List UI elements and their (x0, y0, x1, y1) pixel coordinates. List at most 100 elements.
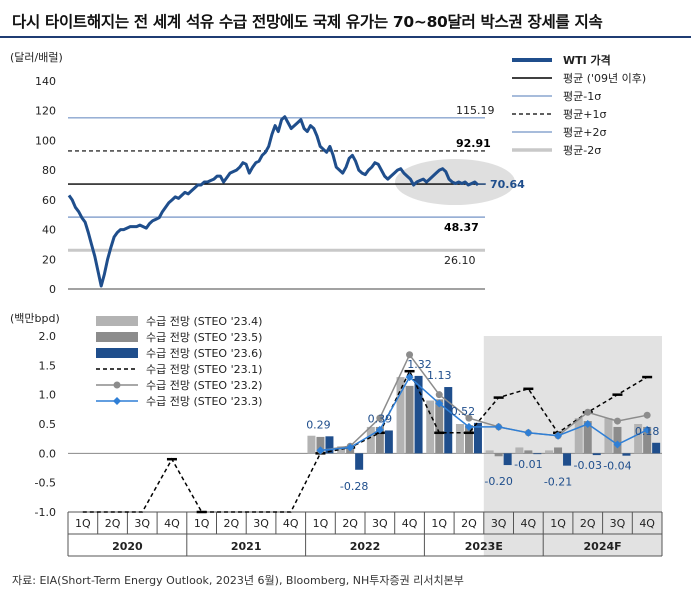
data-label: 0.39 (368, 412, 393, 425)
quarter-label: 3Q (253, 517, 269, 530)
supply-demand-bar (494, 453, 503, 457)
legend-swatch (96, 332, 138, 342)
bottom-y-axis-unit: (백만bpd) (10, 312, 60, 325)
forecast-point (583, 420, 592, 428)
supply-demand-bar (515, 447, 524, 454)
quarter-label: 4Q (283, 517, 299, 530)
oil-balance-chart: (백만bpd) -1.0 -0.5 0.0 0.5 1.0 1.5 2.0 1Q 2Q 3Q 4Q 1Q… (10, 312, 663, 557)
quarter-label: 4Q (639, 517, 655, 530)
reference-value-label: 115.19 (456, 104, 495, 117)
legend-label: 평균+1σ (563, 108, 606, 121)
supply-demand-bar (316, 436, 325, 454)
supply-demand-bar (384, 430, 393, 454)
forecast-point (346, 443, 355, 452)
forecast-point (524, 428, 533, 437)
legend-label: 수급 전망 (STEO '23.2) (146, 379, 262, 392)
supply-demand-bar (604, 418, 613, 454)
legend-label: 수급 전망 (STEO '23.5) (146, 331, 262, 344)
forecast-point (494, 422, 503, 431)
data-label: 0.18 (635, 425, 660, 438)
wti-price-line (67, 115, 480, 288)
legend-label: 평균 ('09년 이후) (563, 72, 646, 85)
supply-demand-bar (533, 453, 542, 455)
top-y-tick-label: 0 (49, 283, 56, 296)
supply-demand-bar (337, 446, 346, 454)
bottom-y-tick-label: -1.0 (35, 506, 56, 519)
bottom-y-tick-label: -0.5 (35, 477, 56, 490)
top-y-tick-label: 20 (42, 253, 56, 266)
legend-label: 평균-2σ (563, 144, 601, 157)
forecast-point (406, 351, 414, 359)
data-label: -0.28 (340, 480, 368, 493)
forecast-point (554, 431, 563, 440)
legend-swatch (96, 316, 138, 326)
quarter-label: 4Q (402, 517, 418, 530)
forecast-point (643, 425, 652, 434)
data-label: 1.13 (427, 369, 452, 382)
forecast-line (320, 353, 648, 452)
reference-value-label: 26.10 (444, 254, 476, 267)
title-rule (0, 36, 691, 38)
quarter-label: 2Q (580, 517, 596, 530)
supply-demand-bar (325, 436, 334, 454)
forecast-point (435, 391, 443, 399)
top-y-tick-label: 100 (35, 134, 56, 147)
forecast-line (320, 375, 648, 452)
bottom-y-tick-label: 1.5 (39, 359, 57, 372)
supply-demand-bar (366, 426, 375, 454)
year-label: 2020 (112, 540, 143, 553)
forecast-point (613, 417, 621, 425)
supply-demand-bar (622, 453, 631, 456)
forecast-point (316, 446, 325, 455)
supply-demand-bar (592, 453, 601, 456)
forecast-point (643, 411, 651, 419)
data-label: -0.04 (603, 460, 631, 473)
supply-demand-bar (396, 377, 405, 454)
data-label: 0.52 (451, 405, 476, 418)
year-label: 2022 (350, 540, 381, 553)
supply-demand-bar (307, 435, 316, 454)
supply-demand-bar (444, 387, 453, 454)
quarter-label: 1Q (550, 517, 566, 530)
forecast-point (405, 373, 414, 382)
page-title: 다시 타이트해지는 전 세계 석유 수급 전망에도 국제 유가는 70~80달러… (12, 13, 603, 31)
supply-demand-bar (473, 422, 482, 454)
bottom-y-tick-label: 1.0 (39, 389, 57, 402)
forecast-point (435, 399, 444, 408)
forecast-point (375, 425, 384, 434)
top-y-tick-label: 80 (42, 164, 56, 177)
supply-demand-bar (405, 385, 414, 454)
bottom-y-tick-label: 2.0 (39, 330, 57, 343)
quarter-label: 3Q (372, 517, 388, 530)
supply-demand-bar (524, 450, 533, 454)
supply-demand-bar (414, 375, 423, 454)
bottom-y-tick-label: 0.5 (39, 418, 57, 431)
supply-demand-bar (503, 453, 512, 466)
quarter-label: 3Q (491, 517, 507, 530)
quarter-label: 1Q (194, 517, 210, 530)
data-label: -0.20 (484, 475, 512, 488)
source-note: 자료: EIA(Short-Term Energy Outlook, 2023년… (12, 574, 464, 587)
quarter-label: 1Q (431, 517, 447, 530)
wti-price-chart: (달러/배럴) 0 20 40 60 80 100 120 140 115.19 92.91 70.6… (10, 51, 646, 296)
legend-label: 수급 전망 (STEO '23.1) (146, 363, 262, 376)
legend-marker (113, 397, 121, 405)
top-y-tick-label: 40 (42, 224, 56, 237)
supply-demand-bar (574, 418, 583, 454)
supply-demand-bar (652, 442, 661, 454)
forecast-point (465, 414, 473, 422)
legend-swatch (96, 348, 138, 358)
reference-value-label: 92.91 (456, 137, 491, 150)
year-label: 2021 (231, 540, 262, 553)
legend-marker (113, 381, 121, 389)
supply-demand-bar (464, 425, 473, 454)
legend-label: 수급 전망 (STEO '23.6) (146, 347, 262, 360)
title-bar: 다시 타이트해지는 전 세계 석유 수급 전망에도 국제 유가는 70~80달러… (0, 0, 691, 40)
supply-demand-bar (583, 421, 592, 454)
forecast-point (584, 408, 592, 416)
quarter-label: 2Q (105, 517, 121, 530)
quarter-label: 3Q (134, 517, 150, 530)
supply-demand-bar (455, 424, 464, 454)
legend-label: WTI 가격 (563, 53, 611, 67)
quarter-label: 3Q (610, 517, 626, 530)
